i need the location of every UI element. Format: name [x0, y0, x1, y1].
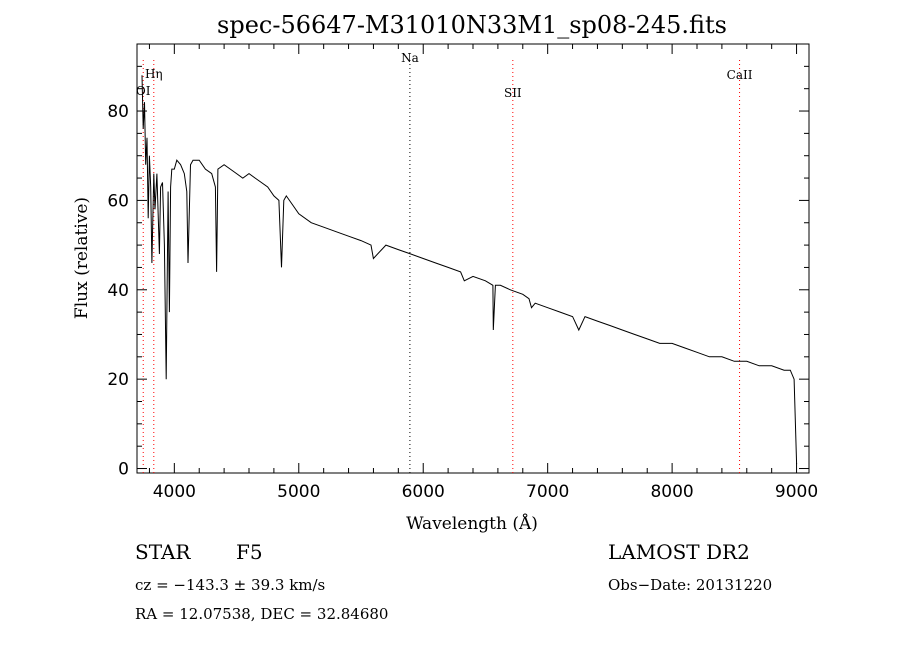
x-tick-label: 4000: [153, 482, 196, 502]
spectral-line-label: OI: [136, 84, 151, 98]
spectral-line-label: SII: [504, 86, 522, 100]
axis-ticks: 4000 5000 6000 7000 8000 9000 0 20 40 60 80: [107, 44, 818, 502]
spectral-line-label: Na: [401, 51, 419, 65]
y-tick-label: 40: [107, 281, 129, 301]
x-tick-label: 6000: [402, 482, 445, 502]
y-tick-label: 20: [107, 370, 129, 390]
object-class: STAR: [135, 540, 191, 564]
observation-date: Obs−Date: 20131220: [608, 576, 773, 594]
survey-name: LAMOST DR2: [608, 540, 750, 564]
x-tick-label: 7000: [526, 482, 569, 502]
spectral-line-markers: OI Hη Na SII CaII: [136, 51, 753, 473]
x-tick-label: 5000: [277, 482, 320, 502]
spectral-line-label: CaII: [727, 68, 753, 82]
y-tick-label: 0: [118, 460, 129, 480]
y-tick-label: 60: [107, 191, 129, 211]
x-tick-label: 8000: [650, 482, 693, 502]
x-axis-label: Wavelength (Å): [406, 513, 538, 534]
spectrum-series: [141, 75, 798, 465]
plot-frame: [136, 43, 810, 474]
spectral-line-label: Hη: [145, 67, 163, 81]
coordinates: RA = 12.07538, DEC = 32.84680: [135, 605, 389, 623]
spectrum-line: [141, 75, 798, 465]
subclass: F5: [236, 540, 263, 564]
y-axis-label: Flux (relative): [72, 197, 92, 319]
y-tick-label: 80: [107, 102, 129, 122]
chart-title: spec-56647-M31010N33M1_sp08-245.fits: [217, 11, 727, 39]
x-tick-label: 9000: [775, 482, 818, 502]
redshift-velocity: cz = −143.3 ± 39.3 km/s: [135, 576, 326, 594]
